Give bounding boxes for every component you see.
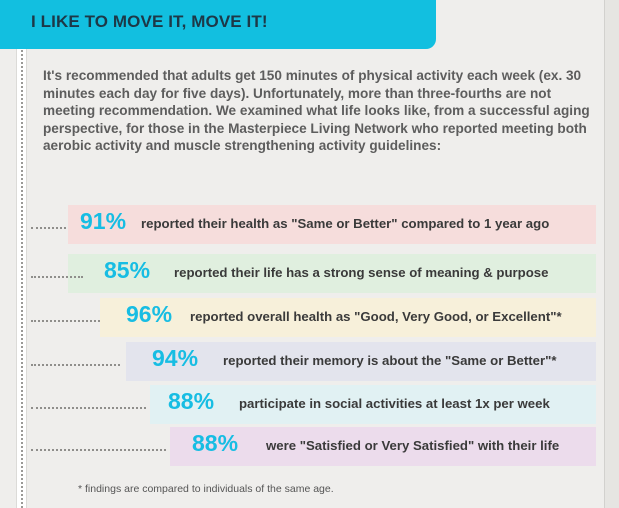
stat-connector-dots	[31, 407, 146, 409]
stat-description: reported their health as "Same or Better…	[141, 216, 550, 231]
stat-row: 88% participate in social activities at l…	[150, 385, 596, 424]
stat-percent: 85%	[104, 257, 151, 283]
left-timeline-bar	[16, 38, 27, 508]
stat-connector-dots	[31, 320, 100, 322]
stat-row: 94% reported their memory is about the "S…	[126, 342, 596, 381]
timeline-dots	[21, 46, 23, 508]
section-title: I LIKE TO MOVE IT, MOVE IT!	[31, 12, 268, 31]
stat-description: reported overall health as "Good, Very G…	[190, 309, 562, 324]
right-border	[604, 0, 619, 508]
footnote: * findings are compared to individuals o…	[78, 483, 334, 495]
section-header: I LIKE TO MOVE IT, MOVE IT!	[0, 0, 436, 49]
stat-percent: 91%	[80, 208, 127, 234]
stat-row: 88% were "Satisfied or Very Satisfied" wi…	[170, 427, 596, 466]
stat-connector-dots	[31, 449, 166, 451]
intro-paragraph: It's recommended that adults get 150 min…	[43, 68, 590, 154]
stat-percent: 96%	[126, 301, 173, 327]
stat-description: reported their memory is about the "Same…	[223, 353, 557, 368]
stat-description: participate in social activities at leas…	[239, 396, 550, 411]
stat-row: 96% reported overall health as "Good, Ver…	[100, 298, 596, 337]
stat-percent: 88%	[192, 430, 239, 456]
stat-row: 85% reported their life has a strong sens…	[68, 254, 596, 293]
stat-description: reported their life has a strong sense o…	[174, 265, 549, 280]
stat-row: 91% reported their health as "Same or Bet…	[68, 205, 596, 244]
stat-percent: 88%	[168, 388, 215, 414]
stat-description: were "Satisfied or Very Satisfied" with …	[266, 438, 560, 453]
stat-connector-dots	[31, 276, 83, 278]
stat-percent: 94%	[152, 345, 199, 371]
stat-connector-dots	[31, 364, 120, 366]
stat-connector-dots	[31, 227, 66, 229]
